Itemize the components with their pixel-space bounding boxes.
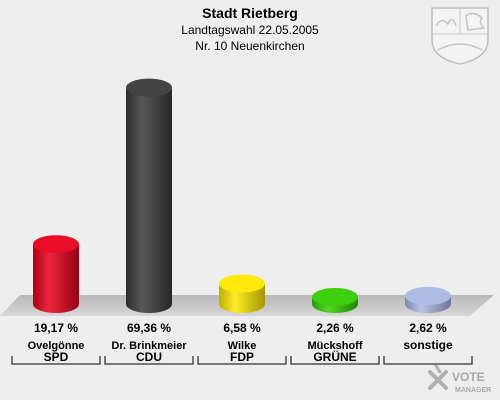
bar-body [126, 87, 172, 313]
bar-series [33, 78, 451, 313]
candidate-label: Wilke [228, 340, 257, 352]
value-label: 2,26 % [316, 321, 354, 335]
label-bracket [197, 356, 287, 365]
bar-sonstige [405, 286, 451, 313]
candidate-label: Ovelgönne [28, 340, 85, 352]
bar-cdu [126, 78, 172, 313]
chart-district: Nr. 10 Neuenkirchen [195, 39, 304, 53]
chart-title: Stadt Rietberg [202, 5, 298, 21]
nrw-coat-of-arms-icon [431, 7, 489, 65]
value-label: 69,36 % [127, 321, 171, 335]
bar-top [405, 286, 451, 305]
chart-subtitle: Landtagswahl 22.05.2005 [181, 23, 319, 37]
candidate-label: Dr. Brinkmeier [111, 340, 187, 352]
bar-top [33, 235, 79, 254]
party-label: GRÜNE [313, 349, 356, 364]
bar-top [312, 287, 358, 306]
logo-vote-text: VOTE [452, 370, 485, 384]
bar-body [33, 244, 79, 313]
party-label: FDP [230, 350, 254, 364]
candidate-label: Mückshoff [308, 340, 363, 352]
label-bracket [11, 356, 101, 365]
label-bracket [290, 356, 380, 365]
party-label: CDU [136, 350, 162, 364]
party-label: sonstige [403, 338, 453, 352]
party-label: SPD [44, 350, 69, 364]
bar-top [219, 274, 265, 293]
label-bracket [383, 356, 473, 365]
value-label: 6,58 % [223, 321, 261, 335]
value-label: 19,17 % [34, 321, 78, 335]
label-bracket [104, 356, 194, 365]
logo-manager-text: MANAGER [455, 387, 491, 394]
bar-grüne [312, 287, 358, 313]
bar-fdp [219, 274, 265, 313]
bar-spd [33, 235, 79, 313]
vote-manager-logo: VOTE MANAGER [428, 364, 491, 394]
value-label: 2,62 % [409, 321, 447, 335]
bar-top [126, 78, 172, 97]
